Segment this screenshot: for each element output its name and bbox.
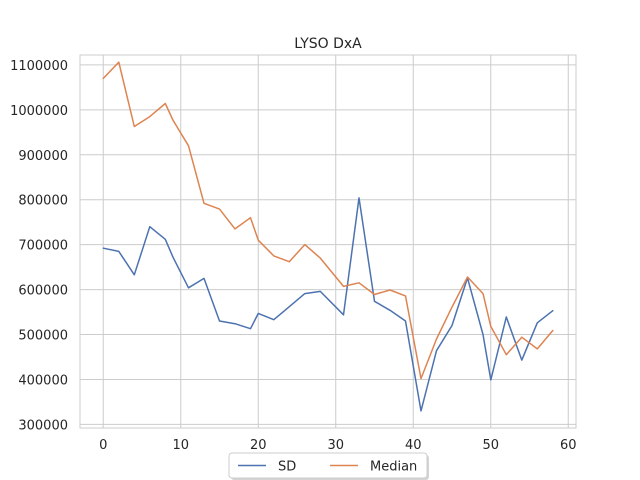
chart-title: LYSO DxA — [294, 36, 362, 52]
series-line-median — [102, 61, 554, 380]
y-tick-label: 600000 — [18, 284, 68, 299]
series-line-sd — [102, 197, 554, 412]
x-tick-label: 20 — [250, 438, 267, 453]
x-tick-label: 60 — [560, 438, 577, 453]
y-tick-label: 800000 — [18, 194, 68, 209]
y-tick-label: 700000 — [18, 239, 68, 254]
x-tick-label: 10 — [172, 438, 189, 453]
y-tick-label: 300000 — [18, 418, 68, 433]
x-tick-label: 0 — [99, 438, 107, 453]
legend-label-median: Median — [370, 460, 417, 475]
legend-label-sd: SD — [278, 460, 296, 475]
grid — [80, 55, 576, 428]
plot-frame — [79, 54, 577, 429]
x-axis: 0 10 20 30 40 50 60 — [99, 438, 576, 453]
x-tick-label: 40 — [405, 438, 422, 453]
y-tick-label: 400000 — [18, 373, 68, 388]
y-axis: 300000 400000 500000 600000 700000 800000 9000… — [10, 59, 68, 434]
y-tick-label: 1100000 — [10, 59, 68, 74]
y-tick-label: 900000 — [18, 149, 68, 164]
y-tick-label: 1000000 — [10, 104, 68, 119]
legend-box — [228, 452, 428, 479]
legend: SD Median — [228, 452, 429, 480]
x-tick-label: 50 — [482, 438, 499, 453]
x-tick-label: 30 — [327, 438, 344, 453]
y-tick-label: 500000 — [18, 329, 68, 344]
series-lines — [102, 61, 554, 412]
